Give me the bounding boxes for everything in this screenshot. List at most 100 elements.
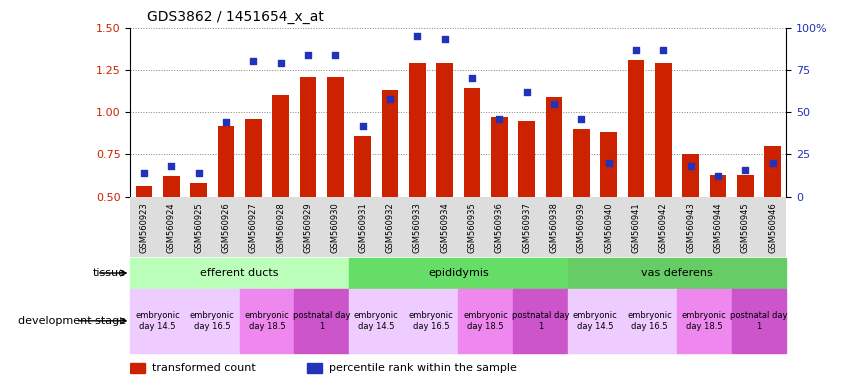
Bar (218, 126, 234, 197)
Text: embryonic
day 14.5: embryonic day 14.5 (573, 311, 617, 331)
Bar (491, 117, 507, 197)
Text: GSM560936: GSM560936 (495, 202, 504, 253)
Point (137, 170, 151, 176)
Text: GSM560939: GSM560939 (577, 202, 586, 253)
Bar (240, 289, 294, 353)
Point (356, 122, 369, 129)
Bar (627, 60, 644, 197)
Text: GSM560935: GSM560935 (468, 202, 477, 253)
Text: GSM560931: GSM560931 (358, 202, 368, 253)
Text: development stage: development stage (18, 316, 126, 326)
Point (329, 51, 342, 58)
Bar (245, 119, 262, 197)
Bar (458, 289, 513, 353)
Point (657, 46, 670, 53)
Bar (513, 289, 568, 353)
Point (684, 163, 697, 169)
Text: GSM560942: GSM560942 (659, 202, 668, 253)
Text: GSM560926: GSM560926 (221, 202, 230, 253)
Text: efferent ducts: efferent ducts (200, 268, 279, 278)
Bar (568, 258, 786, 288)
Point (410, 33, 424, 39)
Bar (349, 289, 404, 353)
Text: GSM560938: GSM560938 (549, 202, 558, 253)
Text: GSM560924: GSM560924 (167, 202, 176, 253)
Point (493, 116, 506, 122)
Bar (382, 90, 398, 197)
Bar (732, 289, 786, 353)
Text: GSM560928: GSM560928 (276, 202, 285, 253)
Text: epididymis: epididymis (428, 268, 489, 278)
Point (246, 58, 260, 65)
Bar (185, 289, 240, 353)
Bar (710, 175, 726, 197)
Point (165, 163, 178, 169)
Bar (409, 63, 426, 197)
Text: GSM560930: GSM560930 (331, 202, 340, 253)
Bar (294, 289, 349, 353)
Text: GSM560925: GSM560925 (194, 202, 204, 253)
Bar (404, 289, 458, 353)
Bar (190, 183, 207, 197)
Text: embryonic
day 16.5: embryonic day 16.5 (190, 311, 235, 331)
Text: embryonic
day 18.5: embryonic day 18.5 (463, 311, 508, 331)
Point (192, 170, 205, 176)
Bar (299, 77, 316, 197)
Bar (600, 132, 616, 197)
Bar (518, 121, 535, 197)
Point (738, 167, 752, 173)
Text: transformed count: transformed count (152, 362, 256, 373)
Text: GSM560945: GSM560945 (741, 202, 750, 253)
Bar (130, 258, 349, 288)
Point (602, 160, 616, 166)
Text: embryonic
day 18.5: embryonic day 18.5 (245, 311, 289, 331)
Bar (463, 88, 480, 197)
Point (629, 46, 643, 53)
Point (383, 96, 397, 102)
Bar (308, 362, 322, 373)
Point (520, 89, 533, 95)
Bar (622, 289, 677, 353)
Text: percentile rank within the sample: percentile rank within the sample (329, 362, 517, 373)
Text: GSM560940: GSM560940 (604, 202, 613, 253)
Text: GSM560929: GSM560929 (304, 202, 313, 253)
Bar (655, 63, 671, 197)
Bar (327, 77, 343, 197)
Bar (677, 289, 732, 353)
Bar (130, 362, 145, 373)
Text: GSM560944: GSM560944 (713, 202, 722, 253)
Point (301, 51, 315, 58)
Bar (764, 146, 780, 197)
Text: embryonic
day 16.5: embryonic day 16.5 (409, 311, 453, 331)
Text: GSM560934: GSM560934 (440, 202, 449, 253)
Text: GDS3862 / 1451654_x_at: GDS3862 / 1451654_x_at (147, 10, 324, 24)
Text: GSM560943: GSM560943 (686, 202, 696, 253)
Bar (130, 289, 185, 353)
Point (438, 36, 452, 43)
Text: postnatal day
1: postnatal day 1 (730, 311, 788, 331)
Text: GSM560946: GSM560946 (768, 202, 777, 253)
Text: GSM560933: GSM560933 (413, 202, 422, 253)
Bar (682, 154, 699, 197)
Text: postnatal day
1: postnatal day 1 (293, 311, 351, 331)
Bar (135, 187, 152, 197)
Point (711, 173, 725, 179)
Text: GSM560923: GSM560923 (140, 202, 149, 253)
Bar (436, 63, 452, 197)
Text: GSM560937: GSM560937 (522, 202, 532, 253)
Bar (163, 176, 179, 197)
Text: GSM560941: GSM560941 (632, 202, 641, 253)
Point (220, 119, 233, 125)
Text: embryonic
day 14.5: embryonic day 14.5 (354, 311, 399, 331)
Text: embryonic
day 16.5: embryonic day 16.5 (627, 311, 672, 331)
Point (574, 116, 588, 122)
Point (766, 160, 780, 166)
Bar (546, 97, 562, 197)
Point (274, 60, 288, 66)
Bar (354, 136, 371, 197)
Text: tissue: tissue (93, 268, 126, 278)
Bar (349, 258, 568, 288)
Text: embryonic
day 14.5: embryonic day 14.5 (135, 311, 180, 331)
Text: GSM560932: GSM560932 (385, 202, 394, 253)
Bar (573, 129, 590, 197)
